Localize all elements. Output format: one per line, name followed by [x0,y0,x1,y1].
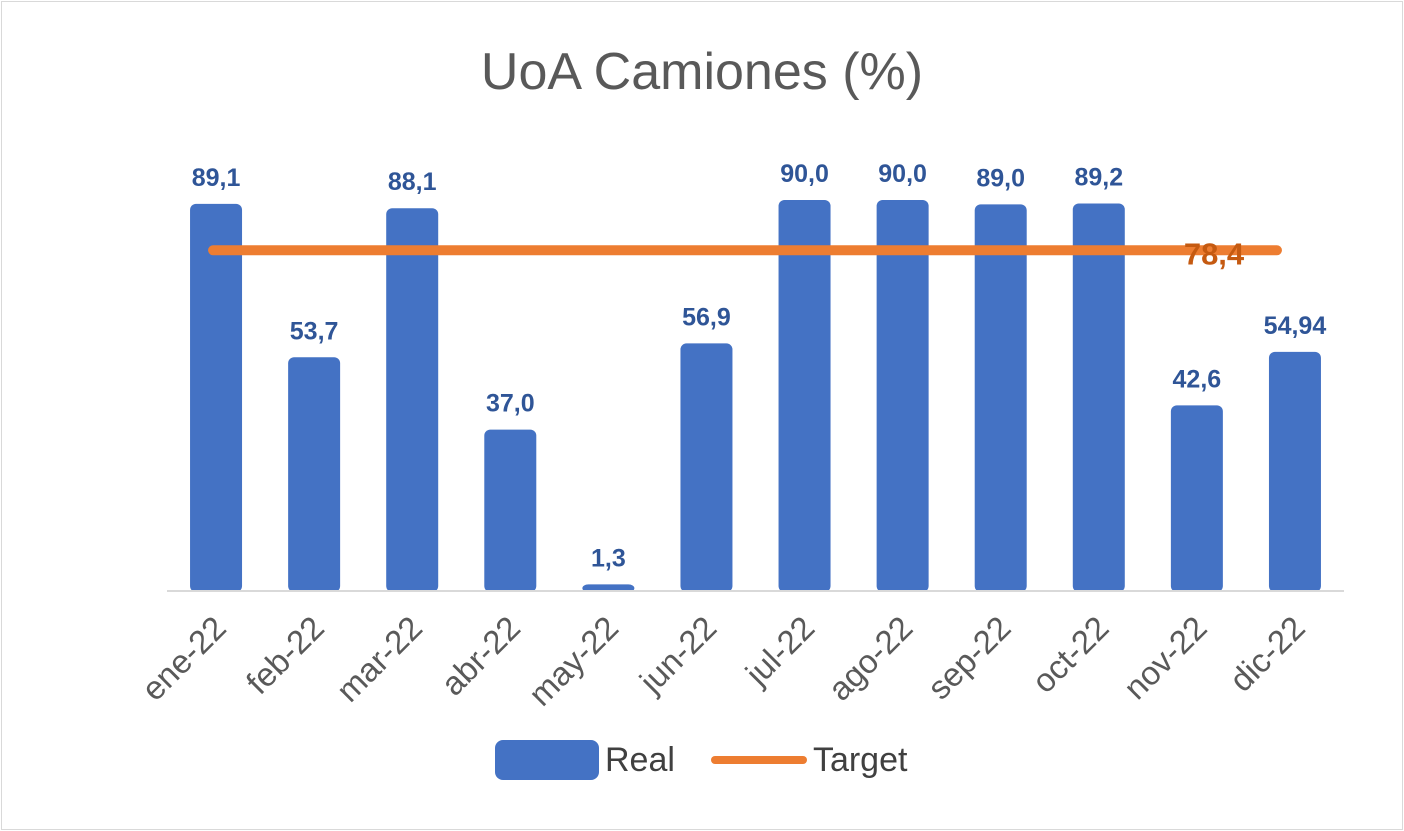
x-tick-label-dic-22: dic-22 [1222,609,1312,699]
data-label-jun-22: 56,9 [682,303,731,331]
legend-swatch-target [710,756,807,764]
legend-swatch-real [495,740,599,780]
x-tick-label-ene-22: ene-22 [134,609,233,708]
bar-sep-22 [974,204,1027,593]
x-tick-label-oct-22: oct-22 [1025,609,1116,700]
bar-ene-22 [190,203,243,592]
data-label-feb-22: 53,7 [290,317,339,345]
data-label-abr-22: 37,0 [486,390,535,418]
bar-jun-22 [680,343,733,592]
bar-nov-22 [1170,405,1223,592]
data-label-mar-22: 88,1 [388,168,437,196]
legend: Real Target [495,740,943,780]
x-tick-label-mar-22: mar-22 [329,609,429,709]
legend-item-real: Real [495,740,675,780]
target-label: 78,4 [1184,236,1245,271]
data-label-dic-22: 54,94 [1264,312,1327,340]
x-tick-label-nov-22: nov-22 [1116,609,1214,707]
data-label-ene-22: 89,1 [192,164,241,192]
data-label-oct-22: 89,2 [1074,163,1123,191]
x-tick-label-may-22: may-22 [521,609,625,713]
legend-label-target: Target [812,740,908,779]
x-tick-label-jul-22: jul-22 [738,609,822,693]
bar-oct-22 [1072,203,1125,592]
chart-title: UoA Camiones (%) [480,43,924,101]
bar-abr-22 [484,429,537,592]
data-label-sep-22: 89,0 [976,164,1025,192]
x-tick-label-jun-22: jun-22 [632,609,724,701]
x-tick-label-feb-22: feb-22 [239,609,331,701]
bar-ago-22 [876,200,929,592]
bar-mar-22 [386,208,439,592]
bar-jul-22 [778,200,831,592]
data-label-nov-22: 42,6 [1173,365,1222,393]
legend-label-real: Real [605,740,675,779]
data-label-ago-22: 90,0 [878,160,927,188]
x-tick-label-sep-22: sep-22 [920,609,1018,707]
bar-dic-22 [1268,351,1321,592]
data-label-may-22: 1,3 [591,544,626,572]
bar-feb-22 [288,357,341,592]
x-tick-label-ago-22: ago-22 [821,609,920,708]
legend-item-target: Target [710,740,908,780]
data-label-jul-22: 90,0 [780,160,829,188]
x-tick-label-abr-22: abr-22 [434,609,528,703]
